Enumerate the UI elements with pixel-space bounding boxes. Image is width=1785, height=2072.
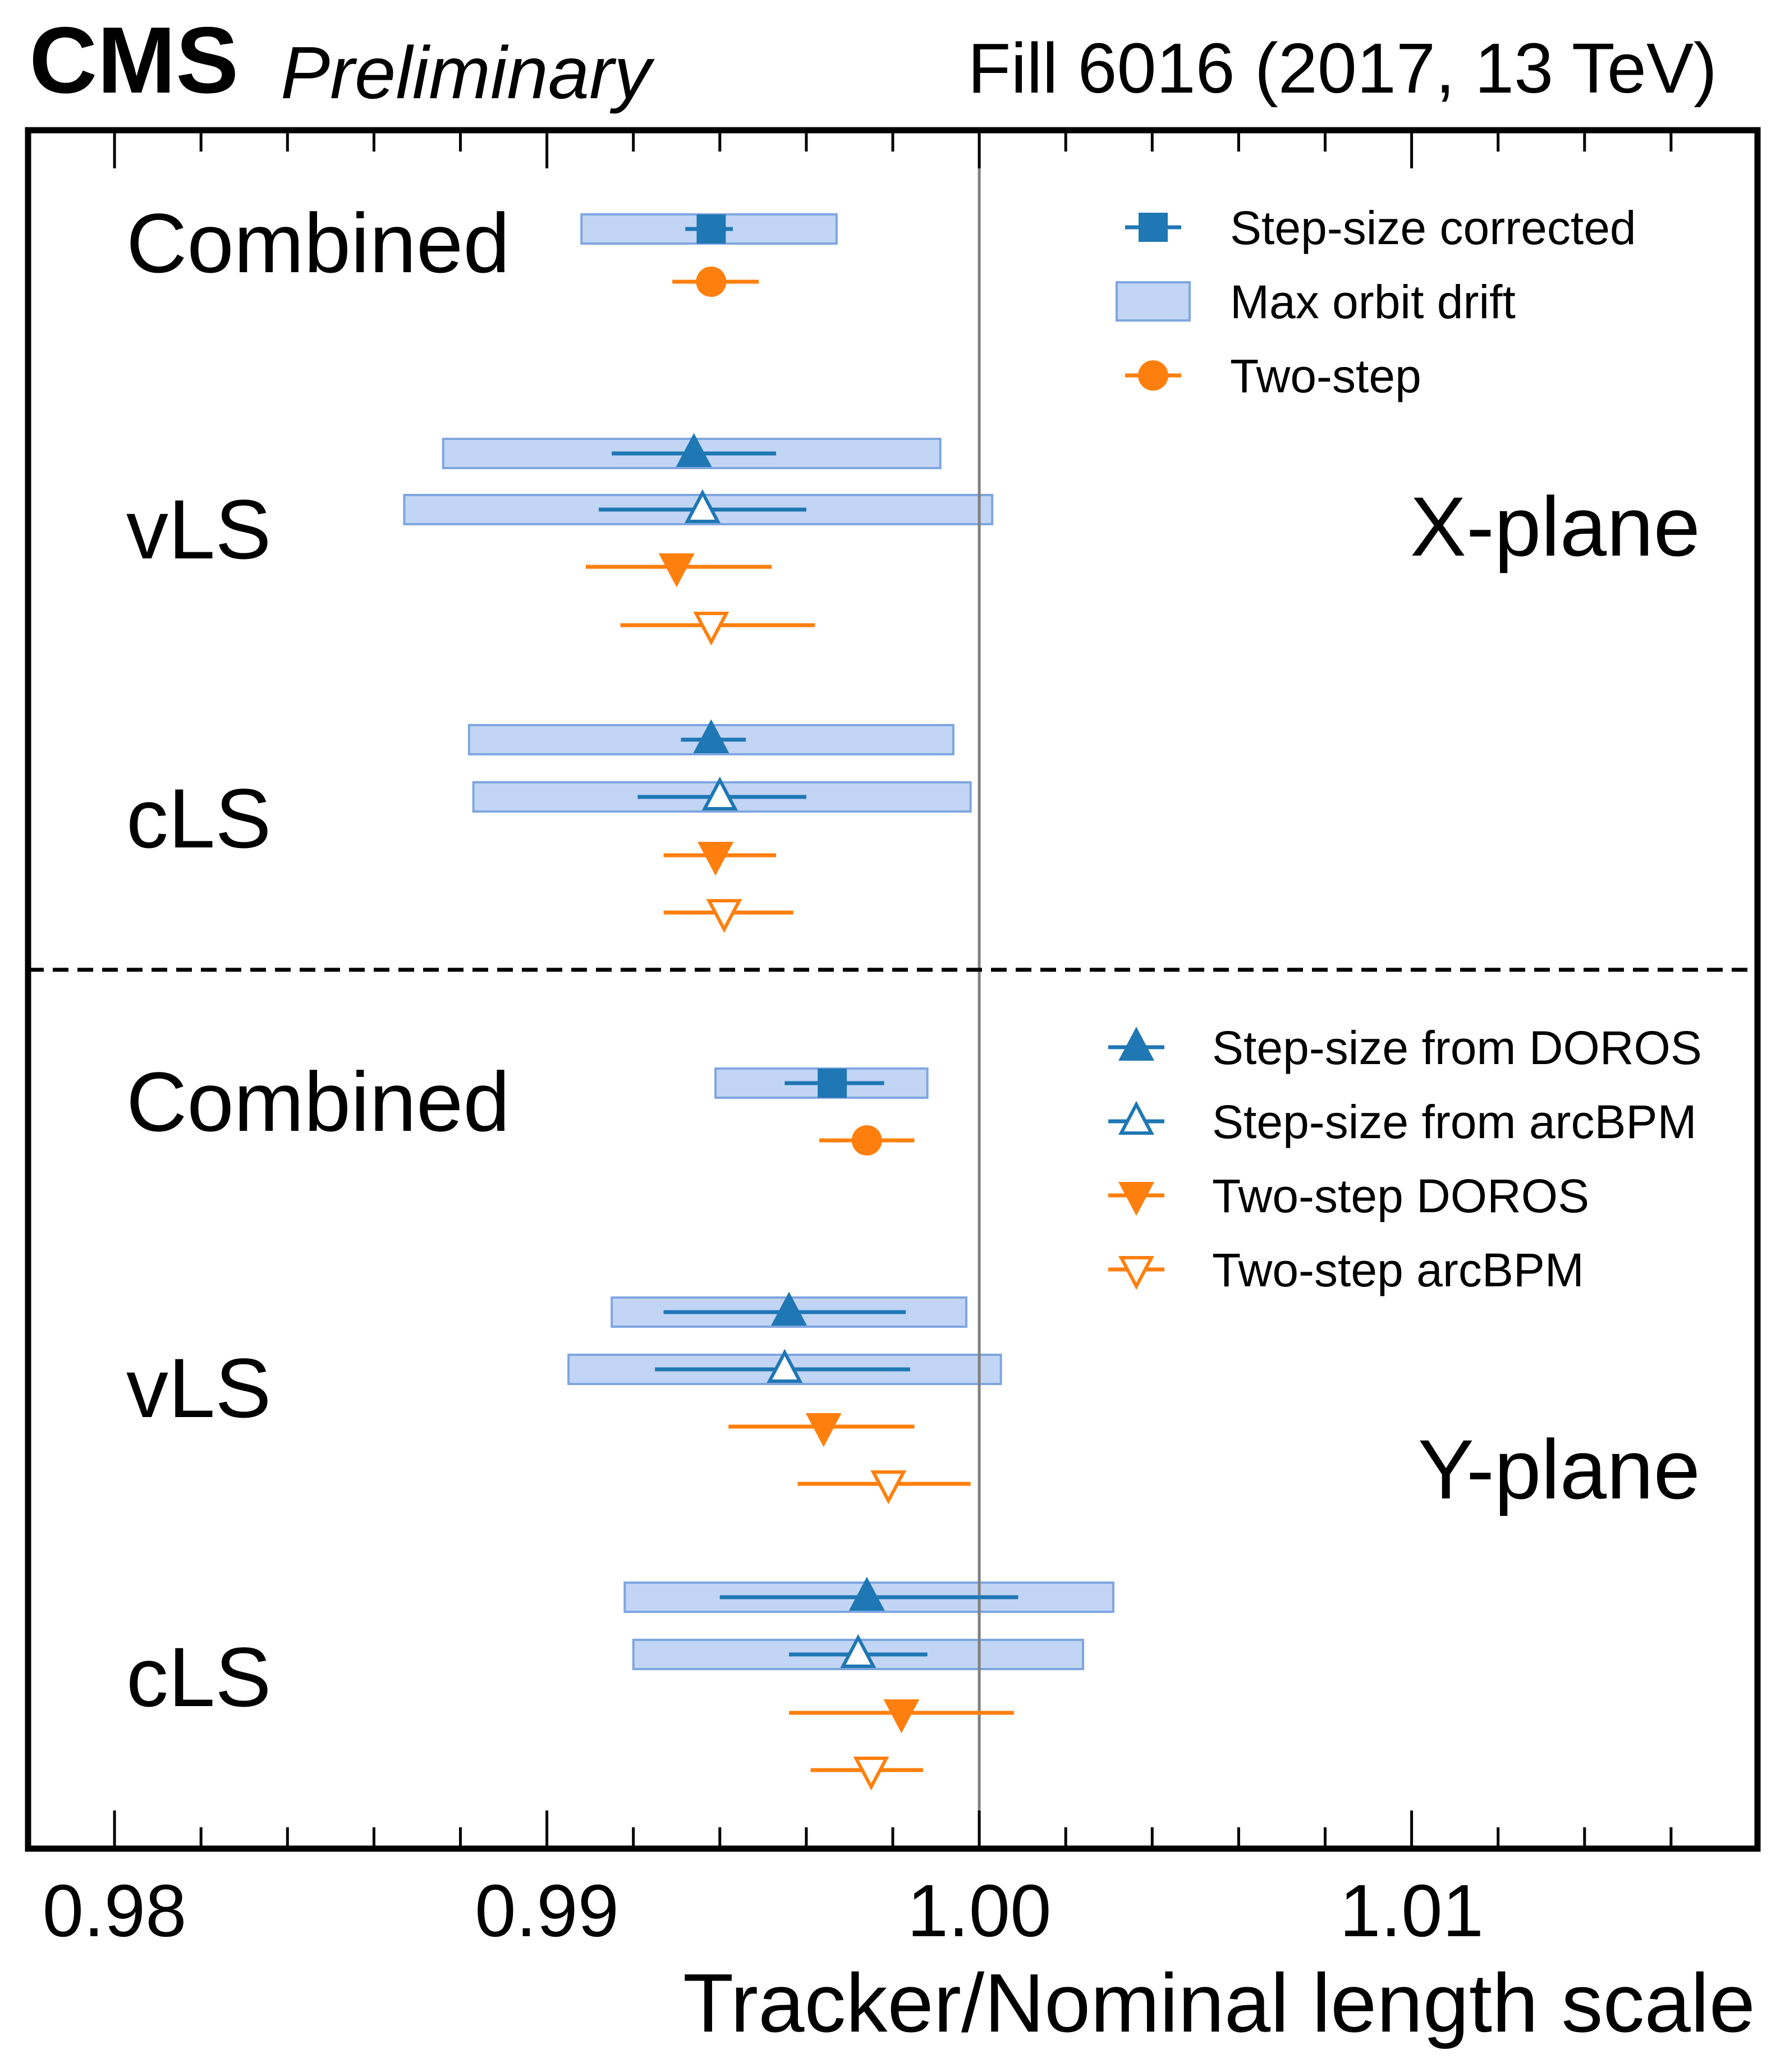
x-tick-label: 0.98 <box>43 1869 187 1952</box>
legend-entry: Step-size from arcBPM <box>1108 1095 1697 1148</box>
data-point <box>851 1125 882 1156</box>
legend-marker <box>1118 1026 1154 1061</box>
legends: Step-size corrected Max orbit drift Two-st… <box>1108 201 1702 1296</box>
data-point <box>676 433 712 467</box>
legend-marker <box>1118 1182 1154 1216</box>
legend-label: Step-size corrected <box>1230 201 1636 254</box>
group-label: cLS <box>126 771 271 865</box>
x-tick-label: 0.99 <box>475 1869 619 1952</box>
data-point <box>698 842 734 876</box>
panel-label: Y-plane <box>1418 1422 1700 1516</box>
legend-label: Step-size from DOROS <box>1212 1021 1702 1074</box>
axes: 0.98 0.99 1.00 1.01 <box>43 130 1759 1952</box>
x-axis-label: Tracker/Nominal length scale <box>683 1957 1755 2050</box>
group-label: cLS <box>126 1630 271 1724</box>
legend-entry: Two-step DOROS <box>1108 1170 1589 1222</box>
legend-entry: Two-step arcBPM <box>1108 1244 1584 1296</box>
data-point <box>658 553 695 588</box>
group-label: vLS <box>126 1341 271 1435</box>
fill-label: Fill 6016 (2017, 13 TeV) <box>968 29 1718 108</box>
legend-marker <box>1118 1101 1154 1135</box>
x-tick-label: 1.00 <box>907 1869 1052 1952</box>
data-point <box>805 1413 842 1447</box>
legend-entry: Max orbit drift <box>1116 276 1516 328</box>
x-tick-label: 1.01 <box>1339 1869 1484 1952</box>
legend-marker <box>1118 1256 1154 1290</box>
panel-label: X-plane <box>1410 479 1700 574</box>
group-label: Combined <box>126 196 510 290</box>
group-label: Combined <box>126 1055 510 1149</box>
legend-label: Two-step arcBPM <box>1212 1244 1584 1296</box>
data-point <box>701 776 738 810</box>
legend-entry: Step-size corrected <box>1125 201 1636 254</box>
status-label: Preliminary <box>281 31 655 114</box>
legend-swatch <box>1116 281 1191 322</box>
experiment-label: CMS <box>29 7 238 113</box>
data-point <box>767 1349 803 1383</box>
group-labels: Combined vLS cLS X-plane Combined vLS cLS Y-pla… <box>126 196 1700 1724</box>
legend-entry: Step-size from DOROS <box>1108 1021 1702 1074</box>
data-point <box>693 719 729 753</box>
plot-frame <box>25 127 1761 1852</box>
legend-label: Two-step DOROS <box>1212 1170 1589 1222</box>
data-point <box>848 1576 885 1611</box>
legend-label: Max orbit drift <box>1230 276 1516 328</box>
legend-marker <box>1139 213 1168 242</box>
legend-entry: Two-step <box>1125 350 1421 402</box>
data-point <box>870 1470 907 1505</box>
data-point <box>684 489 721 523</box>
legend-label: Step-size from arcBPM <box>1212 1095 1697 1148</box>
data-point <box>818 1069 847 1098</box>
data-point <box>853 1757 889 1791</box>
group-label: vLS <box>126 482 271 576</box>
data-point <box>693 612 729 646</box>
orbit-drift-bands <box>403 213 1114 1670</box>
data-point <box>696 214 726 244</box>
data-point <box>771 1291 807 1326</box>
data-point <box>706 899 742 933</box>
data-point <box>883 1699 920 1734</box>
data-point <box>840 1634 877 1668</box>
legend-marker <box>1138 360 1168 391</box>
data-points <box>585 214 1018 1791</box>
data-point <box>696 267 727 297</box>
legend-label: Two-step <box>1230 350 1421 402</box>
